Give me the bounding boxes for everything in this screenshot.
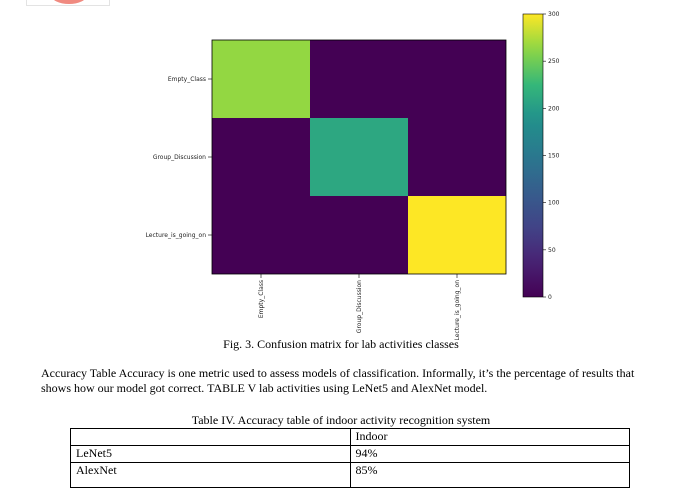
- colorbar-tick-label: 200: [548, 105, 560, 112]
- heatmap-cell: [310, 40, 408, 118]
- table-cell-accuracy: 94%: [349, 445, 630, 463]
- table-header-row: Indoor: [70, 428, 630, 446]
- table-cell-model: LeNet5: [70, 445, 351, 463]
- table-cell-model: AlexNet: [70, 462, 351, 488]
- colorbar-tick-label: 150: [548, 153, 560, 160]
- x-tick-label: Empty_Class: [258, 280, 265, 318]
- table-header-cell: [70, 428, 351, 446]
- heatmap-cell: [310, 118, 408, 196]
- y-tick-label: Lecture_is_going_on: [146, 232, 207, 239]
- heatmap-cell: [408, 196, 506, 274]
- heatmap-cell: [408, 118, 506, 196]
- previous-figure-fragment-mark: [51, 0, 87, 4]
- accuracy-table: Indoor LeNet5 94% AlexNet 85%: [70, 428, 630, 488]
- colorbar-tick-label: 0: [548, 294, 552, 301]
- body-paragraph: Accuracy Table Accuracy is one metric us…: [41, 366, 635, 395]
- figure-caption: Fig. 3. Confusion matrix for lab activit…: [223, 337, 459, 351]
- y-tick-label: Empty_Class: [168, 76, 206, 83]
- heatmap-cell: [212, 196, 310, 274]
- table-header-cell: Indoor: [349, 428, 630, 446]
- y-tick-label: Group_Discussion: [153, 154, 206, 161]
- colorbar-tick-label: 250: [548, 58, 560, 65]
- colorbar-tick-label: 100: [548, 200, 560, 207]
- x-tick-label: Lecture_is_going_on: [454, 280, 461, 340]
- table-cell-accuracy: 85%: [349, 462, 630, 488]
- colorbar-tick-label: 50: [548, 247, 556, 254]
- table-title: Table IV. Accuracy table of indoor activ…: [191, 413, 491, 427]
- heatmap-cell: [212, 40, 310, 118]
- table-row: AlexNet 85%: [70, 462, 630, 488]
- colorbar-tick-label: 300: [548, 11, 560, 18]
- table-row: LeNet5 94%: [70, 445, 630, 463]
- heatmap-cell: [212, 118, 310, 196]
- previous-figure-fragment: [26, 0, 110, 6]
- colorbar: [522, 13, 544, 298]
- confusion-matrix-figure: Empty_Class Group_Discussion Lecture_is_go…: [146, 11, 560, 340]
- x-tick-label: Group_Discussion: [356, 280, 363, 333]
- heatmap-cell: [408, 40, 506, 118]
- heatmap-cell: [310, 196, 408, 274]
